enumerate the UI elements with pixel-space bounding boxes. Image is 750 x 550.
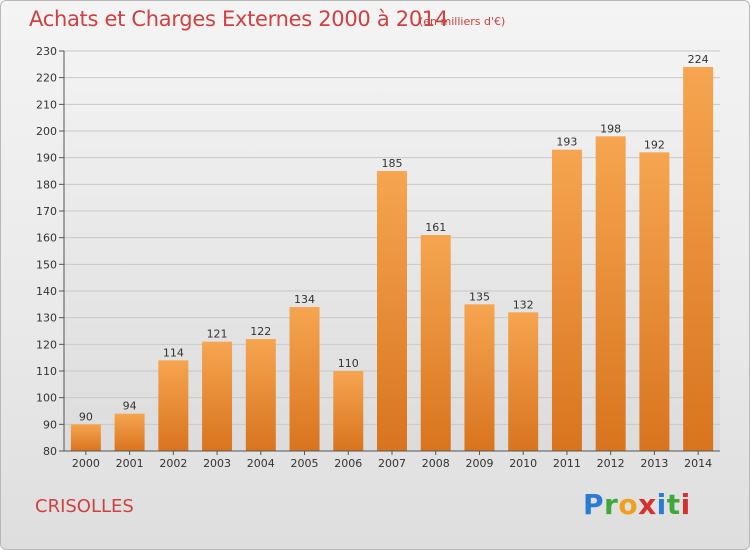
x-tick-label: 2004 xyxy=(247,457,275,470)
bar xyxy=(639,152,670,452)
bar-value-label: 122 xyxy=(250,325,271,338)
bar xyxy=(70,424,101,451)
y-tick-label: 220 xyxy=(36,72,57,85)
bar-value-label: 134 xyxy=(294,293,315,306)
logo-letter: t xyxy=(666,488,681,521)
commune-name: CRISOLLES xyxy=(35,496,134,517)
bar xyxy=(245,339,276,451)
bar-value-label: 185 xyxy=(382,157,403,170)
x-tick-label: 2006 xyxy=(334,457,362,470)
bar xyxy=(420,235,451,451)
bar-value-label: 121 xyxy=(207,328,228,341)
x-tick-label: 2003 xyxy=(203,457,231,470)
bar xyxy=(595,136,626,452)
bar-value-label: 114 xyxy=(163,346,184,359)
bar xyxy=(289,307,320,451)
x-tick-label: 2009 xyxy=(465,457,493,470)
bar xyxy=(158,360,189,451)
x-tick-label: 2010 xyxy=(509,457,537,470)
y-tick-label: 80 xyxy=(43,445,57,458)
bar xyxy=(508,312,539,451)
x-tick-label: 2012 xyxy=(597,457,625,470)
bar-value-label: 132 xyxy=(513,298,534,311)
y-tick-label: 190 xyxy=(36,152,57,165)
x-tick-label: 2001 xyxy=(116,457,144,470)
bar-value-label: 161 xyxy=(425,221,446,234)
logo-letter: P xyxy=(583,488,605,521)
x-tick-label: 2011 xyxy=(553,457,581,470)
bar-value-label: 94 xyxy=(123,400,137,413)
chart-title: Achats et Charges Externes 2000 à 2014 xyxy=(29,7,449,31)
y-tick-label: 140 xyxy=(36,285,57,298)
logo-letter: o xyxy=(618,488,639,521)
bar xyxy=(464,304,495,451)
x-tick-label: 2002 xyxy=(159,457,187,470)
x-tick-label: 2014 xyxy=(684,457,712,470)
y-tick-label: 130 xyxy=(36,312,57,325)
x-tick-label: 2008 xyxy=(422,457,450,470)
logo-letter: i xyxy=(656,488,667,521)
x-tick-label: 2007 xyxy=(378,457,406,470)
logo-letter: r xyxy=(604,488,619,521)
bar-value-label: 224 xyxy=(688,53,709,66)
y-tick-label: 230 xyxy=(36,45,57,58)
y-tick-label: 180 xyxy=(36,178,57,191)
y-tick-label: 100 xyxy=(36,392,57,405)
y-tick-label: 170 xyxy=(36,205,57,218)
bar xyxy=(114,413,145,451)
y-tick-label: 200 xyxy=(36,125,57,138)
bar-value-label: 192 xyxy=(644,138,665,151)
y-tick-label: 110 xyxy=(36,365,57,378)
y-tick-label: 210 xyxy=(36,98,57,111)
y-tick-label: 160 xyxy=(36,232,57,245)
bar-value-label: 90 xyxy=(79,410,93,423)
x-tick-label: 2005 xyxy=(291,457,319,470)
chart-subtitle: (en milliers d'€) xyxy=(419,15,506,28)
proxiti-logo: Proxiti xyxy=(583,488,691,521)
y-tick-label: 150 xyxy=(36,258,57,271)
bar xyxy=(683,67,714,451)
y-tick-label: 120 xyxy=(36,338,57,351)
bar-value-label: 198 xyxy=(600,122,621,135)
logo-letter: x xyxy=(638,488,657,521)
bar-value-label: 110 xyxy=(338,357,359,370)
bar xyxy=(202,341,233,451)
bar xyxy=(377,171,407,451)
y-tick-label: 90 xyxy=(43,418,57,431)
x-tick-label: 2000 xyxy=(72,457,100,470)
x-tick-label: 2013 xyxy=(640,457,668,470)
bar-value-label: 135 xyxy=(469,290,490,303)
bar xyxy=(551,149,582,451)
bar xyxy=(333,371,364,451)
bar-value-label: 193 xyxy=(556,136,577,149)
logo-letter: i xyxy=(680,488,691,521)
